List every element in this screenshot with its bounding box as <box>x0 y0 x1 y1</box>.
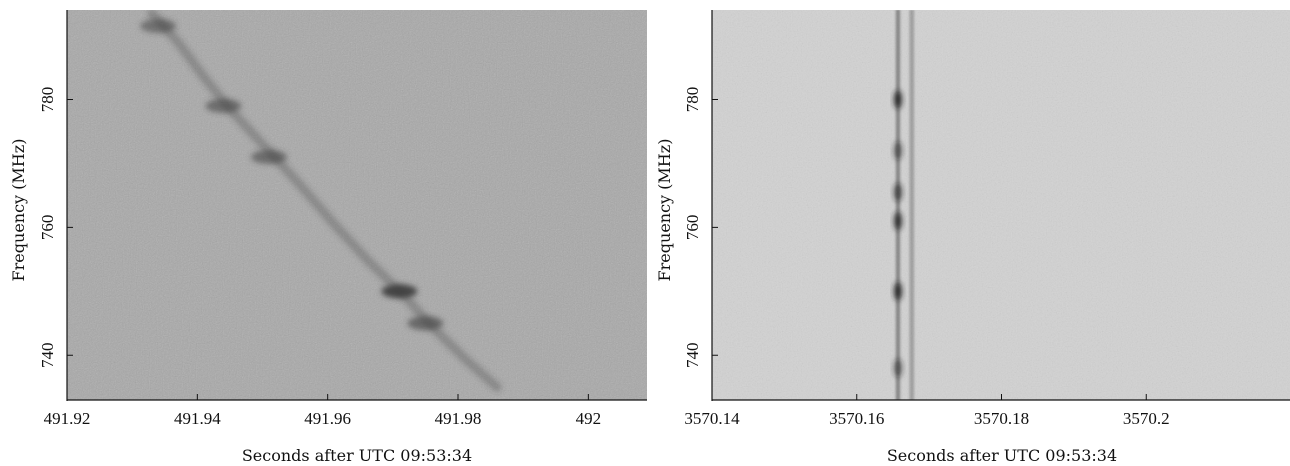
y-tick-label: 740 <box>38 342 57 368</box>
dispersed-sweep <box>147 10 502 392</box>
noise-texture <box>67 10 647 400</box>
signal-clump <box>894 359 903 378</box>
y-tick-label: 760 <box>683 215 702 241</box>
y-tick-label: 780 <box>38 87 57 113</box>
signal-clump <box>381 284 418 299</box>
x-tick-label: 3570.14 <box>684 409 740 428</box>
x-axis-label: Seconds after UTC 09:53:34 <box>887 446 1117 465</box>
x-tick-label: 3570.2 <box>1123 409 1170 428</box>
noise-texture <box>712 10 1290 400</box>
x-tick-label: 491.92 <box>44 409 91 428</box>
y-tick-label: 780 <box>683 87 702 113</box>
x-tick-label: 3570.18 <box>974 409 1029 428</box>
signal-clump <box>894 211 903 230</box>
signal-clump <box>407 316 444 331</box>
y-axis-label: Frequency (MHz) <box>655 139 674 282</box>
signal-features <box>140 10 502 392</box>
y-axis-label: Frequency (MHz) <box>9 139 28 282</box>
signal-features <box>894 10 914 400</box>
signal-clump <box>205 98 242 113</box>
signal-clump <box>140 18 177 33</box>
y-tick-label: 760 <box>38 215 57 241</box>
signal-clump <box>894 141 903 160</box>
signal-clump <box>894 282 903 301</box>
x-tick-label: 492 <box>576 409 602 428</box>
vertical-band <box>909 10 914 400</box>
y-tick-label: 740 <box>683 342 702 368</box>
signal-clump <box>894 183 903 202</box>
vertical-band <box>896 10 901 400</box>
x-tick-label: 491.98 <box>435 409 482 428</box>
x-tick-label: 3570.16 <box>829 409 884 428</box>
signal-clump <box>894 90 903 109</box>
x-tick-label: 491.94 <box>174 409 221 428</box>
signal-clump <box>251 150 288 165</box>
x-tick-label: 491.96 <box>304 409 351 428</box>
x-axis-label: Seconds after UTC 09:53:34 <box>242 446 472 465</box>
right-spectrogram-panel: 3570.14 3570.16 3570.18 3570.2 740 760 780 Seco… <box>655 10 1290 465</box>
left-spectrogram-panel: 491.92 491.94 491.96 491.98 492 740 760 780 Seco… <box>9 10 647 465</box>
